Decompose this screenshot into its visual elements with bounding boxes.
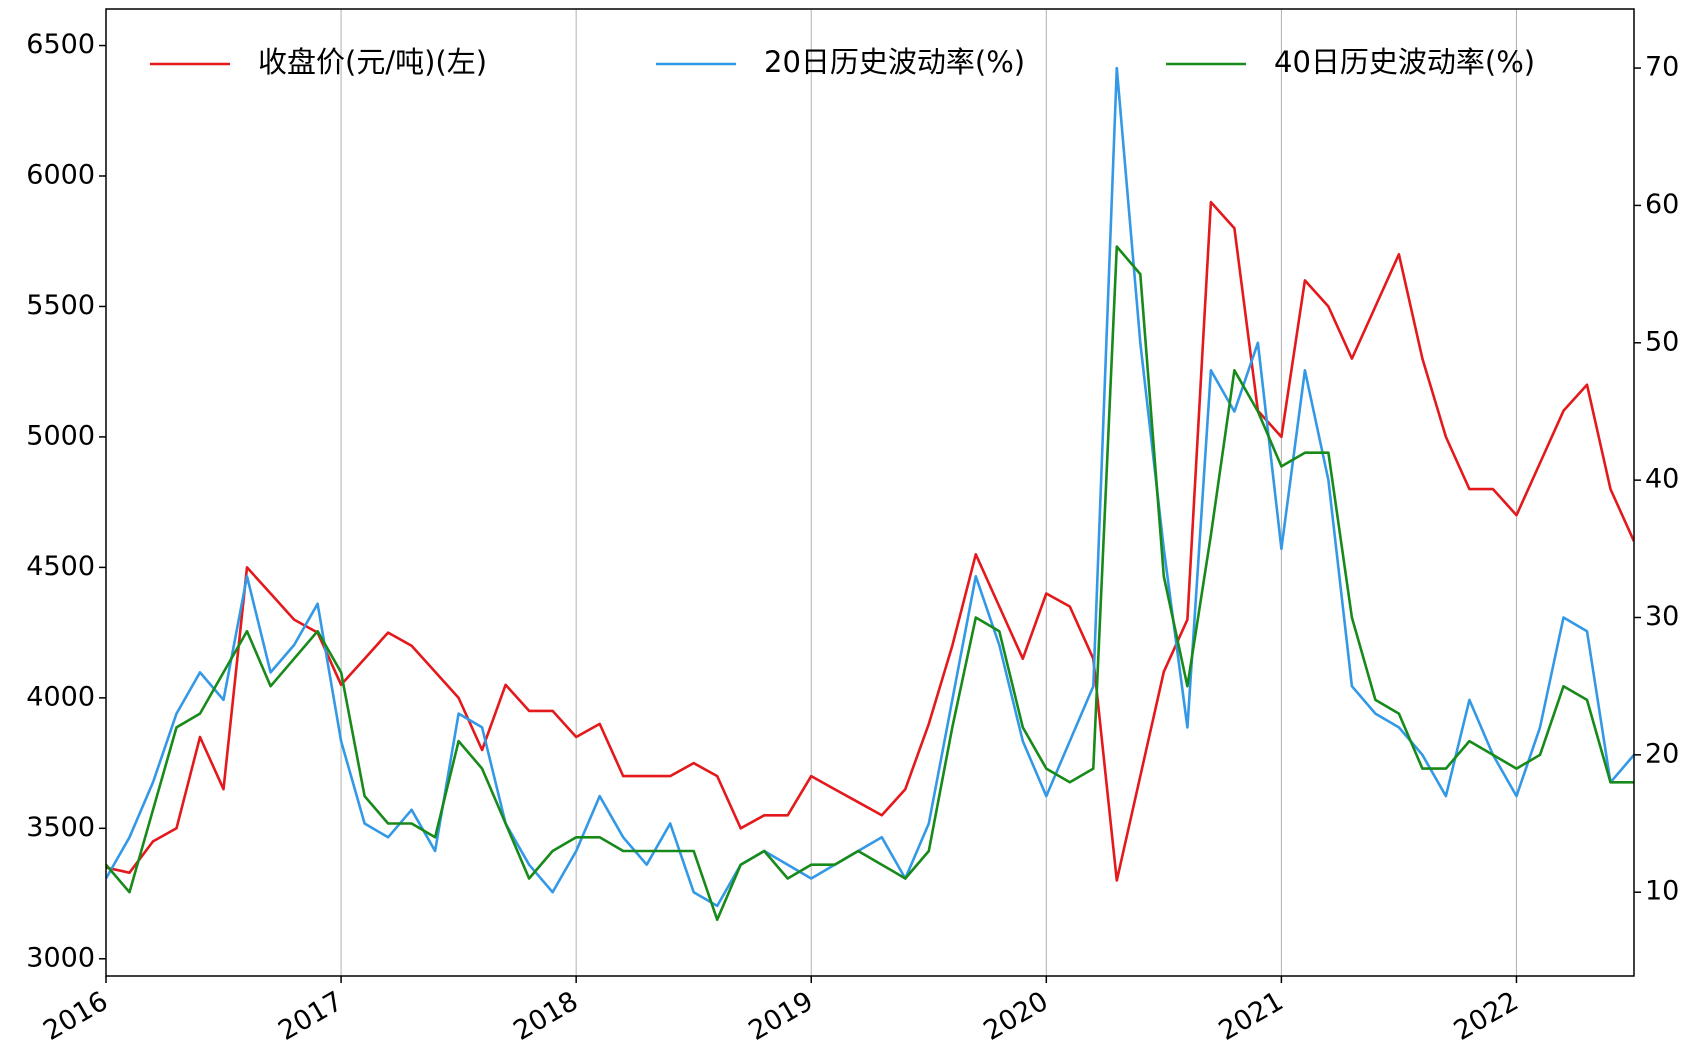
series-line bbox=[106, 200, 1634, 882]
x-tick-label: 2018 bbox=[508, 986, 583, 1047]
y-tick-label: 4500 bbox=[26, 551, 95, 582]
plot-frame bbox=[105, 8, 1635, 977]
legend-label: 20日历史波动率(%) bbox=[764, 45, 1025, 79]
x-tick-label: 2017 bbox=[273, 986, 348, 1047]
x-tick-label: 2021 bbox=[1214, 986, 1289, 1047]
y2-tick-label: 50 bbox=[1645, 326, 1679, 357]
x-tick-label: 2016 bbox=[38, 986, 113, 1047]
series-line bbox=[106, 66, 1634, 908]
y-tick-label: 5500 bbox=[26, 290, 95, 321]
y2-tick-label: 30 bbox=[1645, 601, 1679, 632]
x-tick-label: 2022 bbox=[1449, 986, 1524, 1047]
y-tick-label: 3500 bbox=[26, 812, 95, 843]
x-tick-label: 2019 bbox=[743, 986, 818, 1047]
y2-tick-label: 40 bbox=[1645, 464, 1679, 495]
x-tick-label: 2020 bbox=[979, 986, 1054, 1047]
y-tick-label: 6500 bbox=[26, 29, 95, 60]
y-tick-label: 6000 bbox=[26, 159, 95, 190]
y2-tick-label: 60 bbox=[1645, 189, 1679, 220]
y-tick-label: 5000 bbox=[26, 420, 95, 451]
series-line bbox=[106, 245, 1634, 921]
y2-tick-label: 10 bbox=[1645, 876, 1679, 907]
y-tick-label: 3000 bbox=[26, 942, 95, 973]
legend-label: 40日历史波动率(%) bbox=[1274, 45, 1535, 79]
y-tick-label: 4000 bbox=[26, 681, 95, 712]
legend: 收盘价(元/吨)(左) 20日历史波动率(%) 40日历史波动率(%) bbox=[150, 45, 1535, 79]
y2-tick-label: 70 bbox=[1645, 52, 1679, 83]
y2-tick-label: 20 bbox=[1645, 738, 1679, 769]
legend-label: 收盘价(元/吨)(左) bbox=[258, 45, 487, 79]
